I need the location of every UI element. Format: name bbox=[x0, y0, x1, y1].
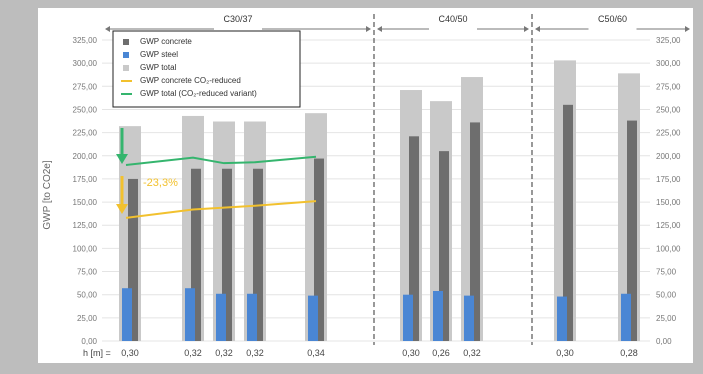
bar-gwp-concrete bbox=[222, 168, 232, 341]
group-headers: C30/37 C40/50 C50/60 bbox=[105, 14, 690, 345]
y-axis-label: GWP [to CO2e] bbox=[42, 160, 53, 230]
y-tick-label: 75,00 bbox=[77, 268, 98, 277]
y-tick-label-right: 250,00 bbox=[656, 105, 681, 114]
bar-gwp-steel bbox=[557, 296, 567, 341]
legend-box bbox=[112, 30, 301, 108]
legend-entry: GWP total (CO₂-reduced variant) bbox=[140, 89, 257, 98]
bar-gwp-steel bbox=[464, 295, 474, 341]
y-tick-label-right: 275,00 bbox=[656, 82, 681, 91]
y-tick-label-right: 150,00 bbox=[656, 198, 681, 207]
y-tick-label-right: 225,00 bbox=[656, 129, 681, 138]
bar-gwp-steel bbox=[308, 295, 318, 341]
y-tick-label: 150,00 bbox=[73, 198, 98, 207]
x-tick-label: 0,32 bbox=[184, 348, 202, 358]
x-tick-label: 0,32 bbox=[463, 348, 481, 358]
bar-gwp-steel bbox=[247, 293, 257, 341]
y-tick-label-right: 75,00 bbox=[656, 268, 677, 277]
reduction-percentage-label: -23,3% bbox=[143, 177, 178, 189]
legend: GWP concrete GWP steel GWP total GWP concre… bbox=[112, 30, 301, 108]
header-arrow-right bbox=[685, 26, 690, 32]
legend-swatch bbox=[123, 52, 129, 58]
bar-gwp-concrete bbox=[253, 168, 263, 341]
bars bbox=[119, 60, 640, 342]
x-axis-labels: 0,30 0,32 0,32 0,32 0,34 0,30 0,26 0,32 0,30 0,28 bbox=[121, 348, 638, 358]
y-tick-label: 50,00 bbox=[77, 291, 98, 300]
group-header-label: C30/37 bbox=[223, 14, 252, 24]
bar-gwp-concrete bbox=[314, 158, 324, 341]
annotation: -23,3% bbox=[116, 128, 178, 214]
bar-gwp-steel bbox=[403, 294, 413, 341]
x-tick-label: 0,28 bbox=[620, 348, 638, 358]
bar-gwp-steel bbox=[433, 290, 443, 341]
bar-gwp-steel bbox=[216, 293, 226, 341]
bar-gwp-concrete bbox=[563, 104, 573, 341]
bar-gwp-steel bbox=[621, 293, 631, 341]
x-tick-label: 0,26 bbox=[432, 348, 450, 358]
legend-entry: GWP concrete CO₂-reduced bbox=[140, 76, 241, 85]
legend-swatch bbox=[123, 39, 129, 45]
y-tick-label: 125,00 bbox=[73, 221, 98, 230]
reduction-lines bbox=[125, 155, 317, 219]
y-tick-label: 175,00 bbox=[73, 175, 98, 184]
legend-swatch bbox=[123, 65, 129, 71]
y-tick-label-right: 125,00 bbox=[656, 221, 681, 230]
bar-gwp-concrete bbox=[470, 122, 480, 341]
y-axis-left-ticks: 0,00 25,00 50,00 75,00 100,00 125,00 150,00 175… bbox=[73, 36, 98, 346]
x-axis-prefix: h [m] = bbox=[83, 348, 111, 358]
bar-gwp-concrete bbox=[191, 168, 201, 341]
bar-gwp-concrete bbox=[409, 136, 419, 341]
y-tick-label-right: 175,00 bbox=[656, 175, 681, 184]
bar-gwp-steel bbox=[185, 288, 195, 341]
x-tick-label: 0,30 bbox=[121, 348, 139, 358]
bar-gwp-steel bbox=[122, 288, 132, 341]
y-tick-label-right: 300,00 bbox=[656, 59, 681, 68]
y-axis-right-ticks: 0,00 25,00 50,00 75,00 100,00 125,00 150,00 175… bbox=[656, 36, 681, 346]
header-arrow-right bbox=[366, 26, 371, 32]
y-tick-label-right: 50,00 bbox=[656, 291, 677, 300]
line-total-co2-reduced bbox=[125, 155, 317, 167]
bar-gwp-concrete bbox=[439, 151, 449, 341]
y-tick-label-right: 200,00 bbox=[656, 152, 681, 161]
y-tick-label-right: 100,00 bbox=[656, 244, 681, 253]
header-arrow-right bbox=[524, 26, 529, 32]
x-tick-label: 0,32 bbox=[215, 348, 233, 358]
y-tick-label-right: 25,00 bbox=[656, 314, 677, 323]
bar-gwp-concrete bbox=[128, 178, 138, 341]
y-tick-label: 0,00 bbox=[81, 337, 97, 346]
header-arrow-left bbox=[535, 26, 540, 32]
line-concrete-co2-reduced bbox=[125, 200, 317, 219]
y-tick-label: 100,00 bbox=[73, 244, 98, 253]
legend-entry: GWP concrete bbox=[140, 37, 192, 46]
y-tick-label: 275,00 bbox=[73, 82, 98, 91]
header-arrow-left bbox=[377, 26, 382, 32]
y-tick-label: 300,00 bbox=[73, 59, 98, 68]
legend-entry: GWP total bbox=[140, 63, 177, 72]
y-tick-label-right: 325,00 bbox=[656, 36, 681, 45]
x-tick-label: 0,30 bbox=[556, 348, 574, 358]
green-arrow-head bbox=[116, 154, 128, 164]
group-header-label: C40/50 bbox=[438, 14, 467, 24]
legend-entry: GWP steel bbox=[140, 50, 178, 59]
y-tick-label: 25,00 bbox=[77, 314, 98, 323]
x-tick-label: 0,34 bbox=[307, 348, 325, 358]
bar-gwp-concrete bbox=[627, 120, 637, 342]
y-tick-label-right: 0,00 bbox=[656, 337, 672, 346]
x-tick-label: 0,30 bbox=[402, 348, 420, 358]
x-tick-label: 0,32 bbox=[246, 348, 264, 358]
y-tick-label: 200,00 bbox=[73, 152, 98, 161]
group-header-label: C50/60 bbox=[598, 14, 627, 24]
y-tick-label: 325,00 bbox=[73, 36, 98, 45]
y-tick-label: 250,00 bbox=[73, 105, 98, 114]
yellow-arrow-head bbox=[116, 204, 128, 214]
y-tick-label: 225,00 bbox=[73, 129, 98, 138]
header-arrow-left bbox=[105, 26, 110, 32]
